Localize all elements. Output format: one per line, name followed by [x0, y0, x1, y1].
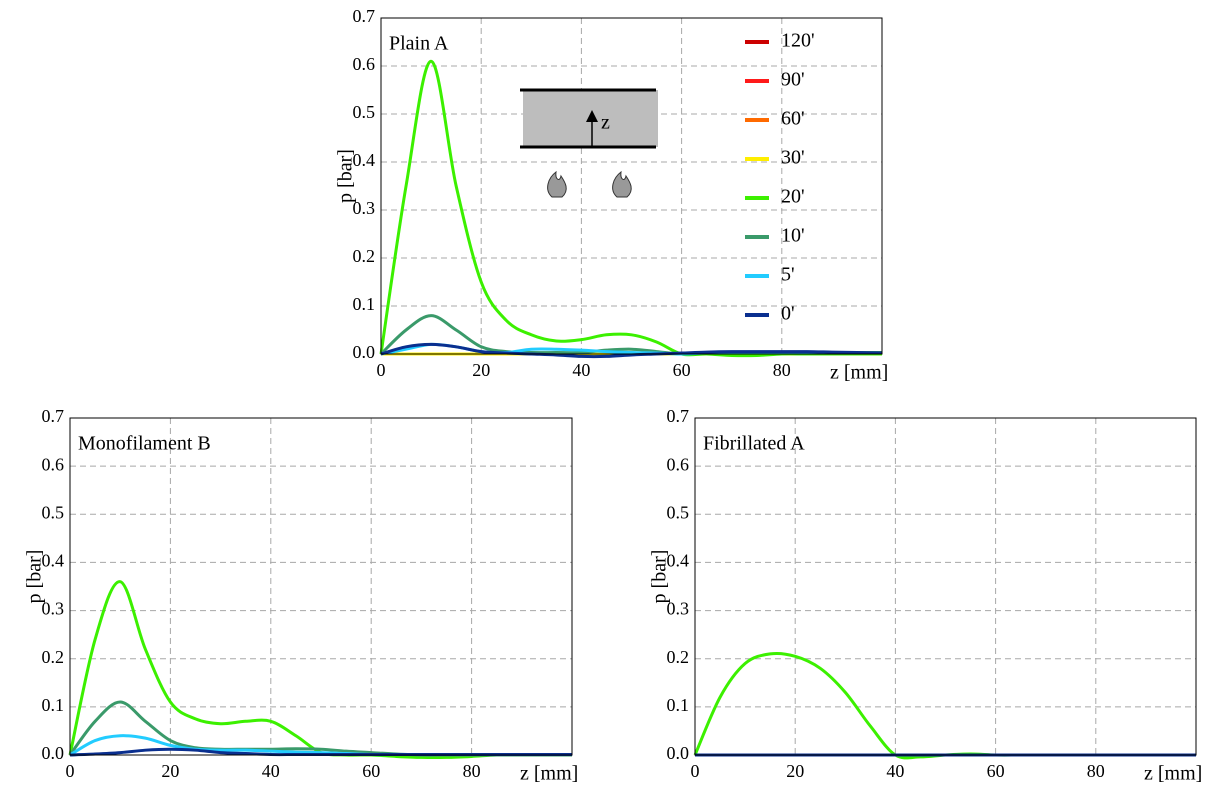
- plot-area: [70, 418, 572, 755]
- x-tick-label: 60: [362, 761, 380, 781]
- legend-label: 90': [781, 69, 805, 91]
- x-tick-label: 20: [161, 761, 179, 781]
- y-tick-label: 0.7: [353, 6, 376, 26]
- y-tick-label: 0.6: [353, 54, 376, 74]
- x-tick-label: 40: [886, 761, 904, 781]
- y-tick-label: 0.4: [667, 551, 690, 571]
- y-tick-label: 0.4: [42, 551, 65, 571]
- y-tick-label: 0.1: [667, 695, 690, 715]
- x-tick-label: 60: [987, 761, 1005, 781]
- y-tick-label: 0.5: [353, 102, 376, 122]
- x-tick-label: 20: [472, 360, 490, 380]
- y-tick-label: 0.3: [353, 198, 376, 218]
- y-tick-label: 0.4: [353, 150, 376, 170]
- flame: [547, 170, 567, 198]
- y-axis-label: p [bar]: [24, 550, 46, 604]
- x-axis-label: z [mm]: [1144, 763, 1202, 785]
- x-tick-label: 80: [1087, 761, 1105, 781]
- x-tick-label: 80: [463, 761, 481, 781]
- y-tick-label: 0.1: [42, 695, 65, 715]
- y-tick-label: 0.7: [667, 406, 690, 426]
- x-tick-label: 80: [773, 360, 791, 380]
- plot-frame: [69, 417, 573, 756]
- plot-frame: [694, 417, 1197, 756]
- y-axis-label: p [bar]: [649, 550, 671, 604]
- x-tick-label: 60: [673, 360, 691, 380]
- y-axis-label: p [bar]: [335, 149, 357, 203]
- legend-label: 20': [781, 186, 805, 208]
- y-tick-label: 0.0: [42, 743, 65, 763]
- y-tick-label: 0.2: [667, 647, 690, 667]
- panel-title: Monofilament B: [78, 433, 211, 455]
- y-tick-label: 0.5: [42, 502, 65, 522]
- panel-title: Fibrillated A: [703, 433, 805, 455]
- y-tick-label: 0.1: [353, 294, 376, 314]
- y-tick-label: 0.0: [353, 342, 376, 362]
- chart: 0.0 0.1 0.2 0.3 0.4 0.5 0.6 0.7 0 20 40 60 80 Fibrill…: [649, 406, 1203, 784]
- z-arrowhead: [586, 110, 598, 122]
- plot-area: [695, 418, 1196, 755]
- plot-frame: [380, 17, 883, 355]
- flame: [612, 170, 632, 198]
- y-tick-label: 0.3: [42, 599, 65, 619]
- y-tick-label: 0.2: [353, 246, 376, 266]
- legend-label: 0': [781, 303, 795, 325]
- x-tick-label: 0: [66, 761, 75, 781]
- inset-label: z: [601, 112, 610, 134]
- y-tick-label: 0.3: [667, 599, 690, 619]
- x-tick-label: 0: [377, 360, 386, 380]
- legend-label: 60': [781, 108, 805, 130]
- panel-title: Plain A: [389, 33, 449, 55]
- x-tick-label: 0: [691, 761, 700, 781]
- y-tick-label: 0.6: [667, 454, 690, 474]
- data-line: [380, 342, 883, 359]
- legend-label: 5': [781, 264, 795, 286]
- plot-area: [381, 18, 882, 354]
- x-tick-label: 40: [572, 360, 590, 380]
- inset-diagram: z: [520, 88, 658, 198]
- x-tick-label: 20: [786, 761, 804, 781]
- chart: 0.0 0.1 0.2 0.3 0.4 0.5 0.6 0.7 0 20 40 60 80 Plain A…: [335, 6, 889, 383]
- y-tick-label: 0.2: [42, 647, 65, 667]
- y-tick-label: 0.6: [42, 454, 65, 474]
- x-tick-label: 40: [262, 761, 280, 781]
- legend-label: 30': [781, 147, 805, 169]
- y-tick-label: 0.7: [42, 406, 65, 426]
- x-axis-label: z [mm]: [520, 763, 578, 785]
- x-axis-label: z [mm]: [830, 362, 888, 384]
- legend-label: 10': [781, 225, 805, 247]
- y-tick-label: 0.5: [667, 502, 690, 522]
- legend-label: 120': [781, 30, 815, 52]
- y-tick-label: 0.0: [667, 743, 690, 763]
- chart: 0.0 0.1 0.2 0.3 0.4 0.5 0.6 0.7 0 20 40 60 80 Monofil…: [24, 406, 579, 784]
